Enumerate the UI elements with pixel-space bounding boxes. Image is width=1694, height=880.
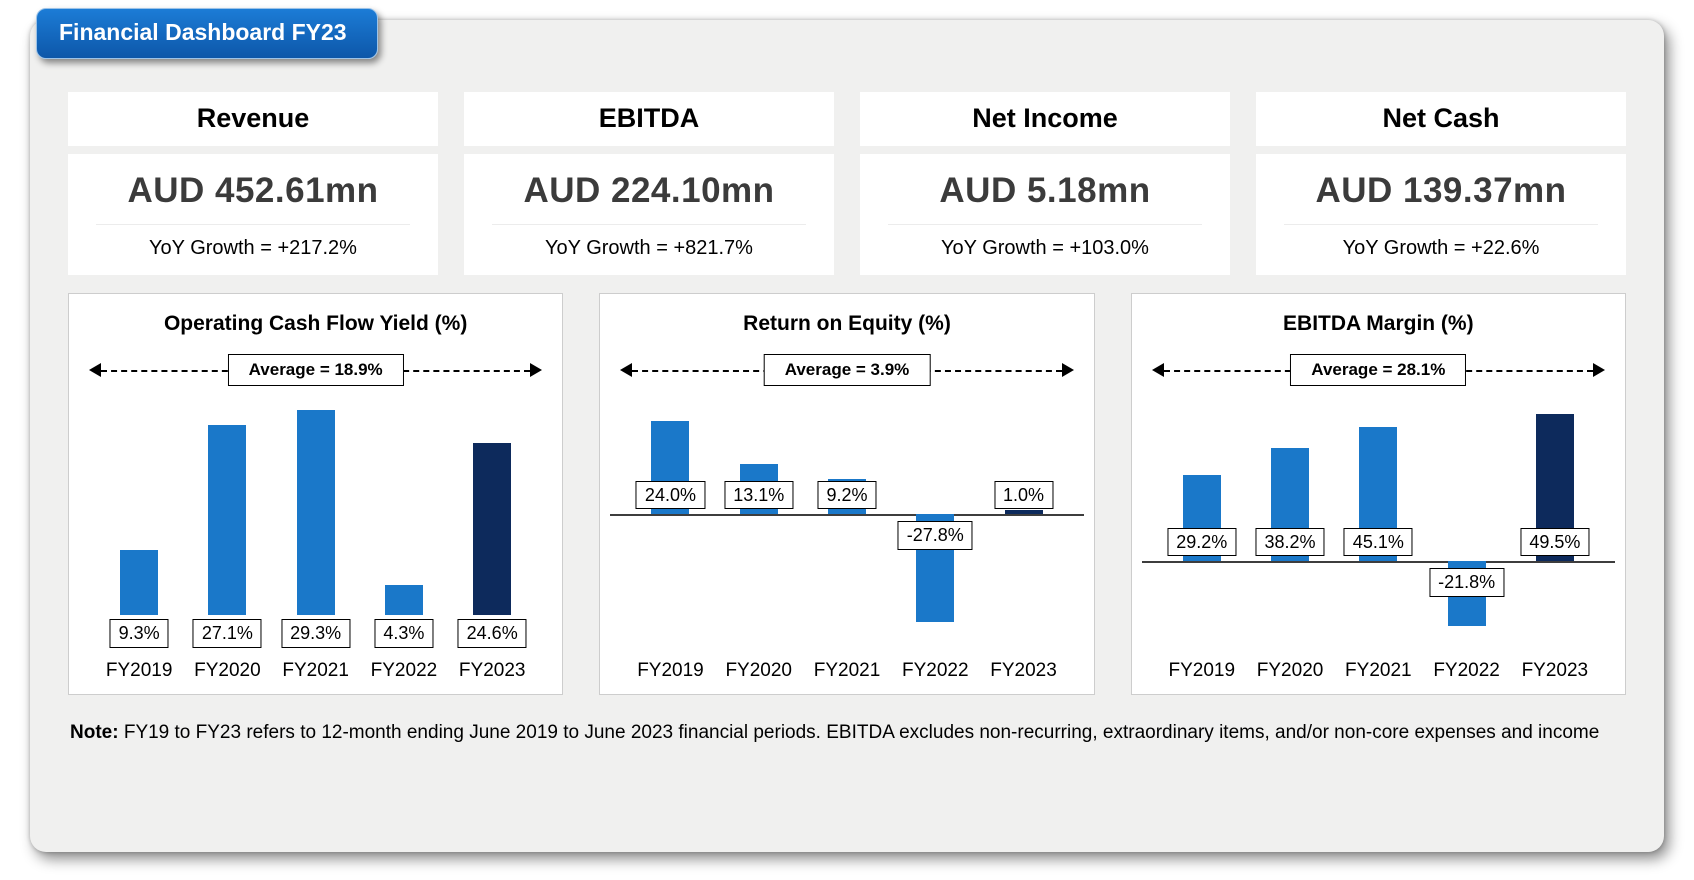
x-axis-label-fy2023: FY2023 xyxy=(458,660,526,681)
kpi-growth: YoY Growth = +821.7% xyxy=(492,224,806,260)
x-axis-labels: FY2019 FY2020 FY2021 FY2022 FY2023 xyxy=(95,660,536,682)
arrow-left-icon xyxy=(1151,363,1164,377)
axis-line xyxy=(610,514,1084,517)
arrow-right-icon xyxy=(1593,363,1605,377)
dashboard-panel: Revenue AUD 452.61mn YoY Growth = +217.2… xyxy=(30,20,1664,852)
x-axis-label-fy2022: FY2022 xyxy=(1433,660,1500,681)
kpi-card-ebitda: EBITDA AUD 224.10mn YoY Growth = +821.7% xyxy=(464,92,834,275)
value-label-fy2021: 29.3% xyxy=(281,619,351,648)
chart-card-operating-cash-flow-yield: Operating Cash Flow Yield (%) Average = … xyxy=(68,293,564,695)
value-label-fy2022: -27.8% xyxy=(897,521,973,550)
kpi-body: AUD 224.10mn YoY Growth = +821.7% xyxy=(464,154,834,275)
note-text: FY19 to FY23 refers to 12-month ending J… xyxy=(118,722,1600,743)
bar-fy2021 xyxy=(296,409,335,615)
note-label: Note: xyxy=(70,722,119,743)
x-axis-label-fy2022: FY2022 xyxy=(370,660,438,681)
kpi-body: AUD 5.18mn YoY Growth = +103.0% xyxy=(860,154,1230,275)
arrow-right-icon xyxy=(1061,363,1074,377)
value-label-fy2019: 9.3% xyxy=(109,619,169,648)
x-axis-label-fy2019: FY2019 xyxy=(637,660,704,681)
x-axis-label-fy2021: FY2021 xyxy=(813,660,881,681)
kpi-title: EBITDA xyxy=(464,92,834,146)
chart-plot: 9.3% 27.1% 29.3% 4.3% 24.6% xyxy=(95,398,536,650)
kpi-title: Net Cash xyxy=(1256,92,1626,146)
value-label-fy2019: 24.0% xyxy=(635,480,705,510)
x-axis-label-fy2019: FY2019 xyxy=(1168,660,1236,681)
kpi-title: Revenue xyxy=(68,92,438,146)
kpi-card-revenue: Revenue AUD 452.61mn YoY Growth = +217.2… xyxy=(68,92,438,275)
value-label-fy2023: 1.0% xyxy=(994,480,1054,510)
kpi-title: Net Income xyxy=(860,92,1230,146)
value-label-fy2022: 4.3% xyxy=(374,619,434,648)
kpi-value: AUD 224.10mn xyxy=(523,171,775,210)
bar-fy2023 xyxy=(473,442,512,615)
kpi-card-net-income: Net Income AUD 5.18mn YoY Growth = +103.… xyxy=(860,92,1230,275)
x-axis-label-fy2022: FY2022 xyxy=(901,660,969,681)
bar-fy2019 xyxy=(120,549,159,615)
kpi-value: AUD 139.37mn xyxy=(1315,171,1567,210)
value-label-fy2021: 9.2% xyxy=(817,480,877,510)
kpi-body: AUD 452.61mn YoY Growth = +217.2% xyxy=(68,154,438,275)
bar-fy2020 xyxy=(208,425,247,615)
kpi-card-net-cash: Net Cash AUD 139.37mn YoY Growth = +22.6… xyxy=(1256,92,1626,275)
chart-title: Return on Equity (%) xyxy=(743,312,951,335)
kpi-growth: YoY Growth = +103.0% xyxy=(888,224,1202,260)
kpi-body: AUD 139.37mn YoY Growth = +22.6% xyxy=(1256,154,1626,275)
chart-title: EBITDA Margin (%) xyxy=(1283,312,1474,335)
chart-title: Operating Cash Flow Yield (%) xyxy=(163,312,468,335)
arrow-left-icon xyxy=(620,363,633,377)
axis-line xyxy=(1141,561,1615,564)
kpi-growth: YoY Growth = +22.6% xyxy=(1284,224,1598,260)
bar-fy2022 xyxy=(384,584,423,615)
x-axis-label-fy2020: FY2020 xyxy=(725,660,792,681)
value-label-fy2023: 24.6% xyxy=(457,619,527,648)
chart-plot: 29.2% 38.2% 45.1% -21.8% 49.5% xyxy=(1141,398,1615,650)
average-label: Average = 28.1% xyxy=(1290,354,1467,386)
value-label-fy2022: -21.8% xyxy=(1429,568,1505,597)
average-band: Average = 18.9% xyxy=(89,350,543,390)
value-label-fy2019: 29.2% xyxy=(1167,527,1237,557)
title-badge: Financial Dashboard FY23 xyxy=(36,8,378,59)
chart-card-ebitda-margin: EBITDA Margin (%) Average = 28.1% 29.2% 3… xyxy=(1130,293,1626,695)
kpi-grid: Revenue AUD 452.61mn YoY Growth = +217.2… xyxy=(68,92,1626,275)
kpi-value: AUD 5.18mn xyxy=(939,171,1151,210)
x-axis-label-fy2019: FY2019 xyxy=(105,660,173,681)
x-axis-label-fy2021: FY2021 xyxy=(282,660,349,681)
x-axis-labels: FY2019 FY2020 FY2021 FY2022 FY2023 xyxy=(1158,660,1599,682)
chart-card-return-on-equity: Return on Equity (%) Average = 3.9% 24.0… xyxy=(599,293,1095,695)
average-band: Average = 28.1% xyxy=(1151,350,1605,390)
kpi-value: AUD 452.61mn xyxy=(127,171,379,210)
average-label: Average = 3.9% xyxy=(763,354,931,386)
x-axis-labels: FY2019 FY2020 FY2021 FY2022 FY2023 xyxy=(626,660,1067,682)
x-axis-label-fy2020: FY2020 xyxy=(1256,660,1324,681)
kpi-growth: YoY Growth = +217.2% xyxy=(96,224,410,260)
arrow-left-icon xyxy=(89,363,101,377)
x-axis-label-fy2020: FY2020 xyxy=(194,660,261,681)
bar-fy2023 xyxy=(1004,510,1043,515)
x-axis-label-fy2023: FY2023 xyxy=(990,660,1057,681)
value-label-fy2023: 49.5% xyxy=(1520,527,1590,557)
arrow-right-icon xyxy=(530,363,543,377)
average-band: Average = 3.9% xyxy=(620,350,1074,390)
value-label-fy2021: 45.1% xyxy=(1343,527,1413,557)
note: Note: FY19 to FY23 refers to 12-month en… xyxy=(70,719,1624,748)
average-label: Average = 18.9% xyxy=(227,354,404,386)
value-label-fy2020: 13.1% xyxy=(724,480,794,510)
value-label-fy2020: 38.2% xyxy=(1255,527,1325,557)
x-axis-label-fy2021: FY2021 xyxy=(1345,660,1412,681)
charts-row: Operating Cash Flow Yield (%) Average = … xyxy=(68,293,1626,695)
chart-plot: 24.0% 13.1% 9.2% -27.8% 1.0% xyxy=(610,398,1084,650)
value-label-fy2020: 27.1% xyxy=(192,619,262,648)
x-axis-label-fy2023: FY2023 xyxy=(1521,660,1589,681)
